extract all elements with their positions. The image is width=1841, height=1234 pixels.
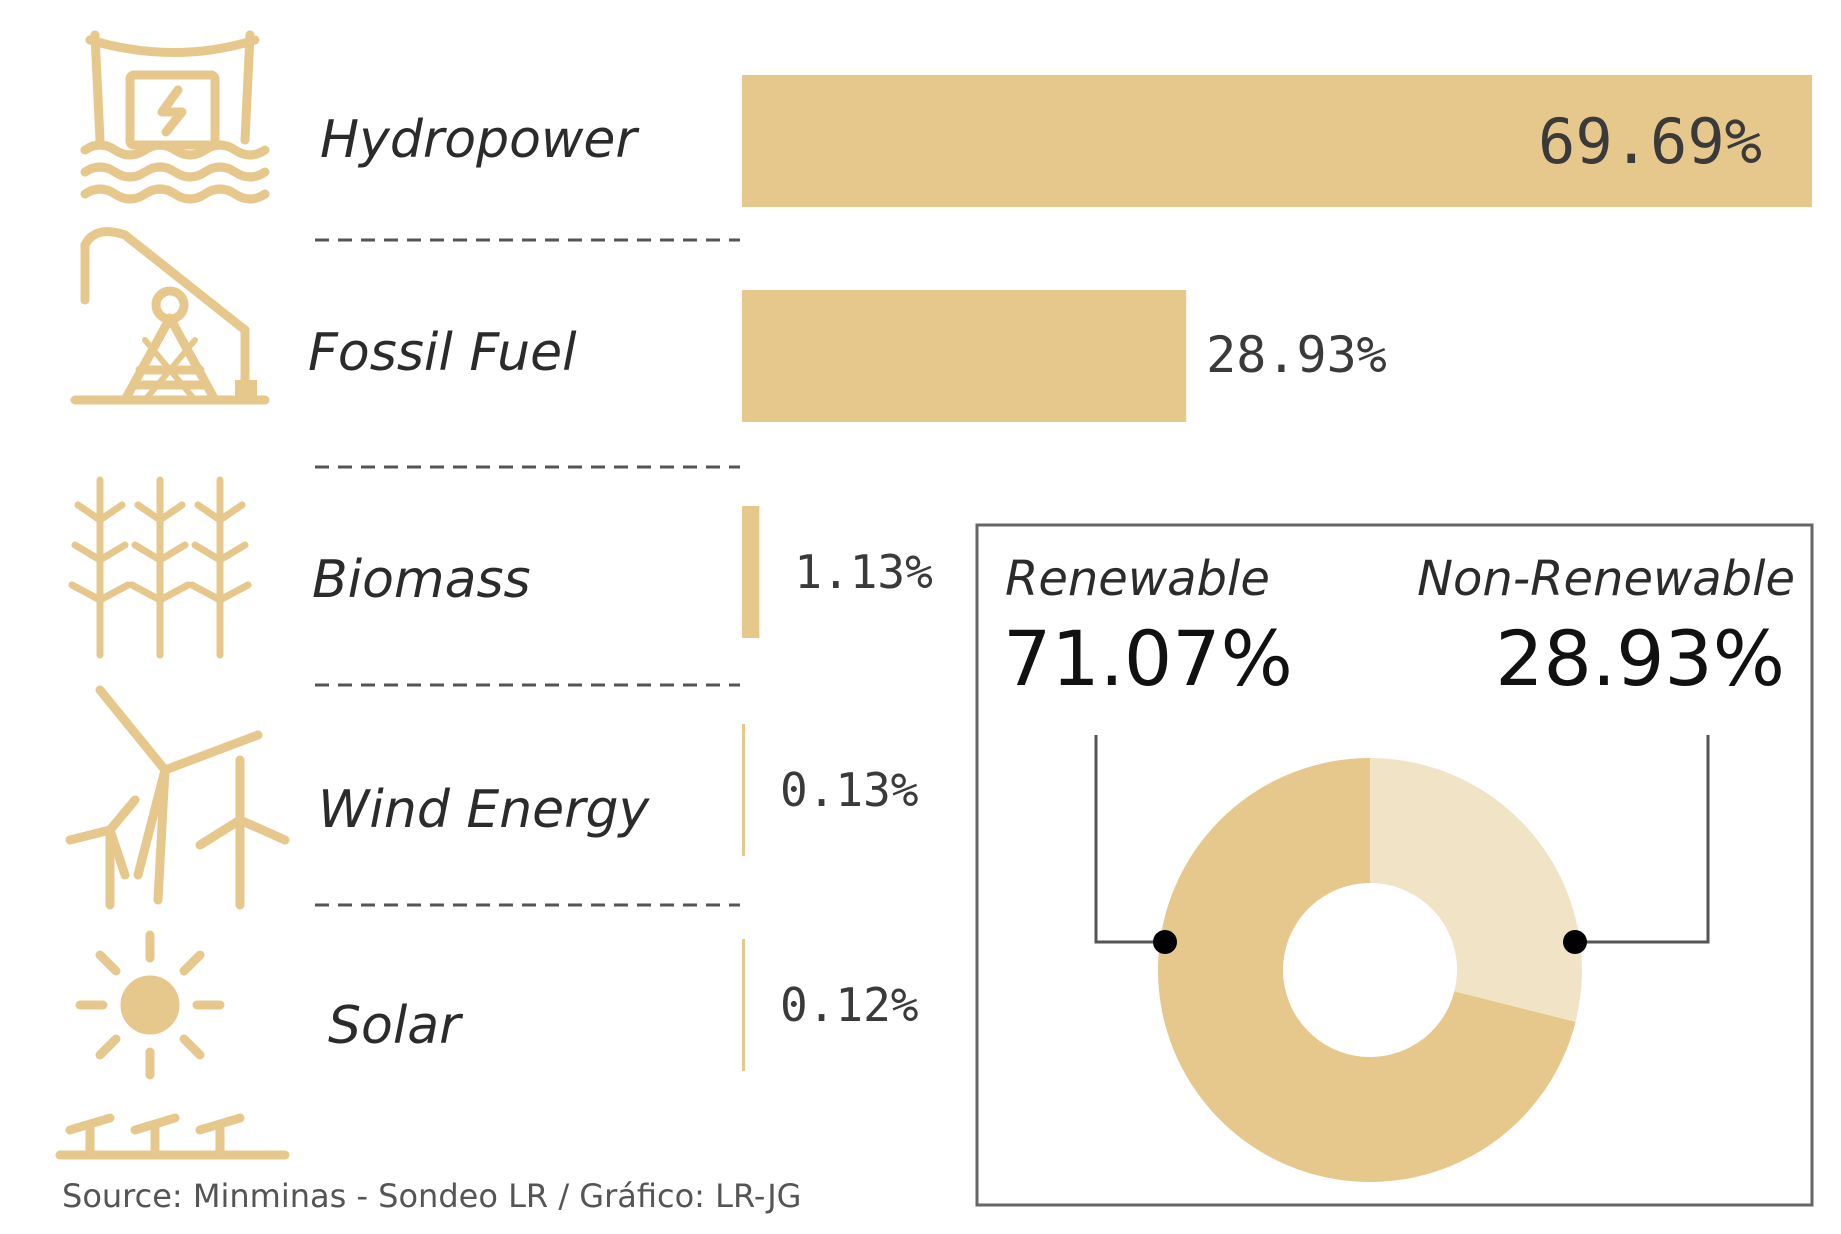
donut-slice-non-renewable [1370,758,1583,1022]
bar-value-label: 69.69% [1538,105,1762,178]
renewable-leader-line [1094,735,1165,944]
category-label: Solar [328,996,464,1056]
bar-value-label: 28.93% [1206,326,1387,384]
bar-value-label: 0.12% [780,978,918,1032]
renewable-marker [1153,930,1177,954]
renewable-label: Renewable [1005,551,1270,607]
bar-value-label: 0.13% [780,763,918,817]
bar-biomass [742,506,760,638]
non-renewable-label: Non-Renewable [1417,551,1795,607]
donut-panel [975,523,1814,1207]
non-renewable-leader-line [1575,735,1710,944]
category-label: Biomass [312,550,531,610]
non-renewable-value: 28.93% [1495,614,1785,703]
donut-slice-renewable [1158,758,1576,1182]
bar-hydropower [742,75,1812,207]
category-label: Hydropower [320,110,640,170]
bar-wind-energy [742,724,745,856]
non-renewable-marker [1563,930,1587,954]
bar-fossil-fuel [742,290,1187,422]
category-label: Wind Energy [318,780,651,840]
crop-icon [68,476,252,659]
solar-sun-icon [55,930,290,1160]
wind-turbine-icon [65,685,290,910]
bar-solar [742,939,745,1071]
source-note: Source: Minminas - Sondeo LR / Gráfico: … [62,1177,801,1215]
hydropower-dam-icon [80,30,270,204]
bar-value-label: 1.13% [794,545,932,599]
category-label: Fossil Fuel [308,323,577,383]
oil-pump-icon [70,227,270,405]
renewable-value: 71.07% [1003,614,1293,703]
